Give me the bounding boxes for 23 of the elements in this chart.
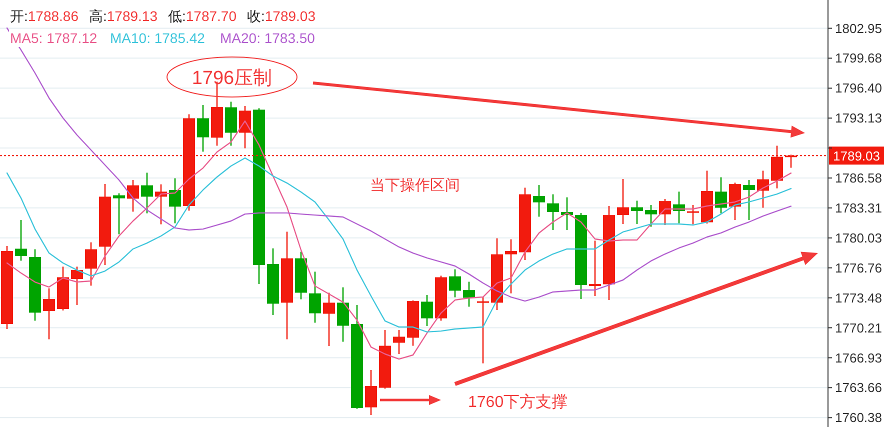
ref-line-label: 1789.03 (833, 148, 880, 164)
annotation: 高:1789.13 (89, 8, 158, 24)
annotation: 开:1788.86 (10, 8, 79, 24)
y-tick-label: 1780.03 (835, 230, 882, 246)
annotation: 1760下方支撑 (468, 393, 568, 411)
y-tick-label: 1799.68 (835, 50, 882, 66)
annotation: 1796压制 (192, 68, 272, 89)
y-tick-label: 1773.48 (835, 290, 882, 306)
legend: MA5: 1787.12 MA10: 1785.42 MA20: 1783.50 (9, 29, 316, 47)
y-tick-label: 1793.13 (835, 110, 882, 126)
ref-line: 1789.03 (0, 146, 884, 165)
y-tick-label: 1776.76 (835, 260, 882, 276)
y-tick-label: 1763.66 (835, 380, 882, 396)
y-tick-label: 1796.40 (835, 80, 882, 96)
y-tick-label: 1783.31 (835, 200, 882, 216)
y-tick-label: 1802.95 (835, 20, 882, 36)
annotation: 当下操作区间 (370, 177, 460, 194)
y-tick-label: 1766.93 (835, 350, 882, 366)
y-tick-label: 1786.58 (835, 170, 882, 186)
annotation: 低:1787.70 (168, 8, 237, 24)
annotation: 收:1789.03 (247, 8, 316, 24)
y-tick-label: 1760.38 (835, 410, 882, 426)
y-tick-label: 1770.21 (835, 320, 882, 336)
